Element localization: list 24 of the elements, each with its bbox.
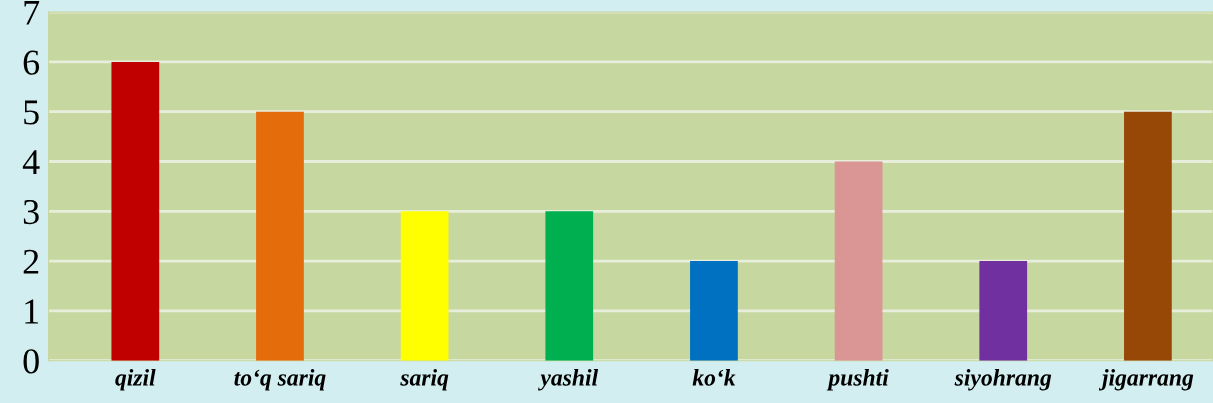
bar	[111, 61, 160, 361]
bar	[545, 211, 594, 361]
x-tick-label: jigarrang	[1098, 369, 1194, 391]
x-tick-label: ko‘k	[692, 369, 736, 386]
bar	[834, 161, 883, 361]
y-tick-label: 2	[23, 249, 39, 274]
bar	[690, 261, 738, 361]
y-tick-label: 3	[23, 199, 39, 225]
bar	[1124, 111, 1172, 361]
bar	[979, 261, 1028, 361]
y-tick-label: 0	[23, 349, 39, 374]
x-tick-label: qizil	[115, 369, 156, 391]
x-tick-label: siyohrang	[954, 369, 1052, 391]
x-tick-label: to‘q sariq	[234, 369, 326, 391]
x-tick-label: sariq	[400, 369, 449, 391]
bar	[400, 211, 449, 361]
x-tick-label: pushti	[826, 369, 889, 391]
y-tick-label: 1	[25, 299, 39, 324]
y-tick-label: 7	[24, 0, 40, 25]
x-tick-label: yashil	[538, 369, 599, 391]
y-tick-label: 6	[23, 50, 40, 75]
bar	[256, 111, 304, 361]
y-tick-label: 5	[24, 100, 39, 125]
y-tick-label: 4	[22, 150, 40, 175]
